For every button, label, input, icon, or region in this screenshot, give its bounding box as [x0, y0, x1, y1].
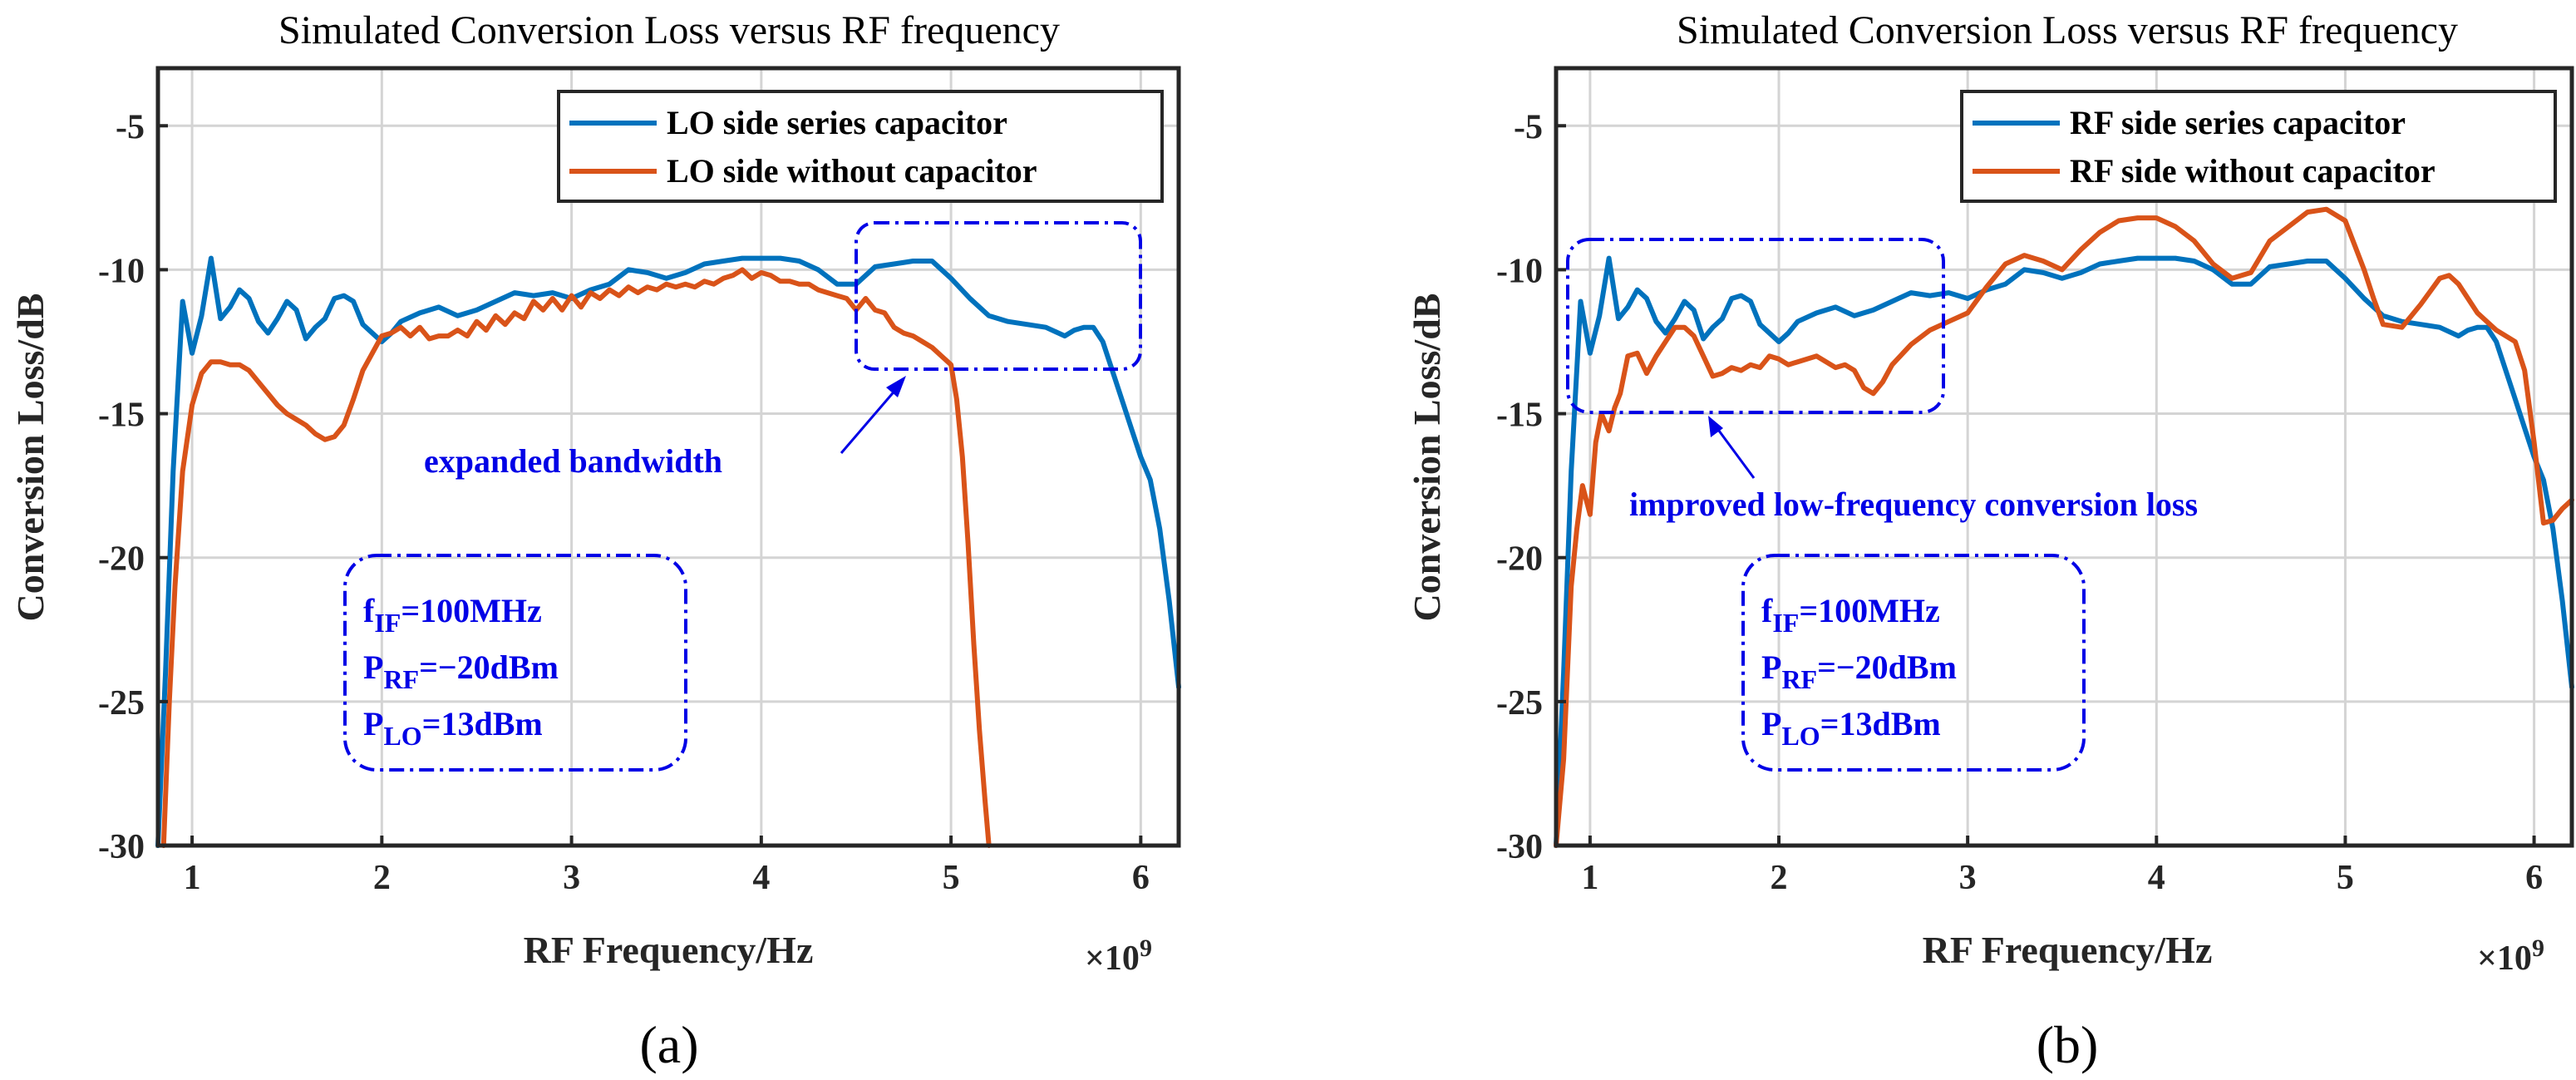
- series-line-1: [155, 255, 1181, 848]
- chart-panel-a: Simulated Conversion Loss versus RF freq…: [9, 8, 1181, 1074]
- param-fif: fIF=100MHz: [1761, 592, 1940, 638]
- param-prf: PRF=−20dBm: [1761, 648, 1957, 694]
- x-tick-label: 6: [1132, 859, 1150, 897]
- param-symbol: P: [363, 648, 383, 686]
- param-subscript: LO: [1781, 721, 1820, 751]
- tick-labels: 1 2 3 4 5 6 -5 -10 -15 -20 -25 -30: [98, 108, 1150, 897]
- x-tick-label: 5: [943, 859, 960, 897]
- x-tick-label: 3: [1959, 859, 1977, 897]
- x-multiplier-exponent: 9: [1140, 935, 1152, 962]
- x-tick-label: 2: [373, 859, 391, 897]
- legend: RF side series capacitor RF side without…: [1960, 90, 2557, 203]
- series-line-1: [1554, 255, 2574, 848]
- y-tick-label: -20: [1496, 540, 1543, 579]
- legend-label-series-2: RF side without capacitor: [2070, 152, 2436, 190]
- x-multiplier: ×109: [2477, 935, 2544, 978]
- y-tick-label: -5: [116, 108, 145, 146]
- param-plo: PLO=13dBm: [1761, 705, 1941, 751]
- legend-label-series-1: RF side series capacitor: [2070, 104, 2406, 141]
- param-value: =−20dBm: [419, 648, 559, 686]
- highlight-box: [855, 221, 1142, 371]
- chart-title: Simulated Conversion Loss versus RF freq…: [278, 8, 1060, 52]
- y-tick-label: -10: [1496, 252, 1543, 290]
- y-tick-label: -30: [1496, 828, 1543, 866]
- param-value: =13dBm: [1820, 705, 1941, 742]
- param-value: =100MHz: [1799, 592, 1939, 629]
- x-multiplier-base: ×10: [1085, 939, 1140, 978]
- param-subscript: IF: [374, 608, 401, 638]
- panel-label: (a): [639, 1015, 698, 1074]
- y-tick-label: -20: [98, 540, 145, 579]
- plot-frame: [1554, 66, 2574, 848]
- arrow-head-icon: [1708, 416, 1723, 437]
- param-subscript: RF: [1781, 664, 1817, 694]
- param-value: =−20dBm: [1817, 648, 1957, 686]
- y-tick-label: -10: [98, 252, 145, 290]
- y-tick-label: -25: [98, 684, 145, 722]
- y-tick-label: -15: [98, 397, 145, 435]
- param-symbol: f: [363, 592, 375, 629]
- highlight-annotation: expanded bandwidth: [424, 442, 722, 480]
- series-line-2: [1554, 206, 2574, 848]
- x-axis-label: RF Frequency/Hz: [524, 929, 814, 971]
- highlight-box: [1566, 238, 1945, 414]
- x-multiplier-base: ×10: [2477, 939, 2532, 978]
- arrow-head-icon: [886, 376, 906, 397]
- param-plo: PLO=13dBm: [363, 705, 543, 751]
- series-layer: [1554, 206, 2574, 848]
- param-symbol: f: [1761, 592, 1773, 629]
- series-layer: [155, 255, 1181, 848]
- plot-frame: [155, 66, 1181, 848]
- param-subscript: RF: [383, 664, 419, 694]
- legend-label-series-1: LO side series capacitor: [667, 104, 1007, 141]
- y-axis-label: Conversion Loss/dB: [9, 293, 52, 622]
- params-box: [343, 554, 687, 772]
- x-tick-label: 4: [2148, 859, 2165, 897]
- y-tick-label: -15: [1496, 397, 1543, 435]
- params-box: [1741, 554, 2086, 772]
- y-tick-label: -5: [1514, 108, 1543, 146]
- tick-labels: 1 2 3 4 5 6 -5 -10 -15 -20 -25 -30: [1496, 108, 2543, 897]
- param-subscript: LO: [383, 721, 421, 751]
- param-prf: PRF=−20dBm: [363, 648, 559, 694]
- param-subscript: IF: [1772, 608, 1799, 638]
- highlight-annotation: improved low-frequency conversion loss: [1629, 486, 2198, 523]
- x-tick-label: 5: [2337, 859, 2354, 897]
- legend-label-series-2: LO side without capacitor: [667, 152, 1037, 190]
- y-tick-label: -30: [98, 828, 145, 866]
- param-value: =100MHz: [401, 592, 541, 629]
- series-line-2: [160, 267, 992, 848]
- chart-title: Simulated Conversion Loss versus RF freq…: [1677, 8, 2458, 52]
- chart-panel-b: Simulated Conversion Loss versus RF freq…: [1406, 8, 2574, 1074]
- x-axis-label: RF Frequency/Hz: [1923, 929, 2213, 971]
- legend-box: [1960, 90, 2557, 203]
- param-value: =13dBm: [422, 705, 543, 742]
- x-tick-label: 4: [752, 859, 770, 897]
- x-multiplier: ×109: [1085, 935, 1152, 978]
- x-tick-label: 2: [1771, 859, 1788, 897]
- param-symbol: P: [1761, 648, 1781, 686]
- x-tick-label: 3: [563, 859, 580, 897]
- x-tick-label: 6: [2525, 859, 2543, 897]
- param-fif: fIF=100MHz: [363, 592, 542, 638]
- legend: LO side series capacitor LO side without…: [557, 90, 1164, 203]
- highlight-arrow: [840, 382, 904, 454]
- y-axis-label: Conversion Loss/dB: [1406, 293, 1448, 622]
- highlight-arrow: [1712, 423, 1756, 479]
- y-tick-label: -25: [1496, 684, 1543, 722]
- x-multiplier-exponent: 9: [2532, 935, 2544, 962]
- x-tick-label: 1: [1581, 859, 1598, 897]
- param-symbol: P: [1761, 705, 1781, 742]
- legend-box: [557, 90, 1164, 203]
- panel-label: (b): [2037, 1015, 2099, 1074]
- x-tick-label: 1: [184, 859, 201, 897]
- param-symbol: P: [363, 705, 383, 742]
